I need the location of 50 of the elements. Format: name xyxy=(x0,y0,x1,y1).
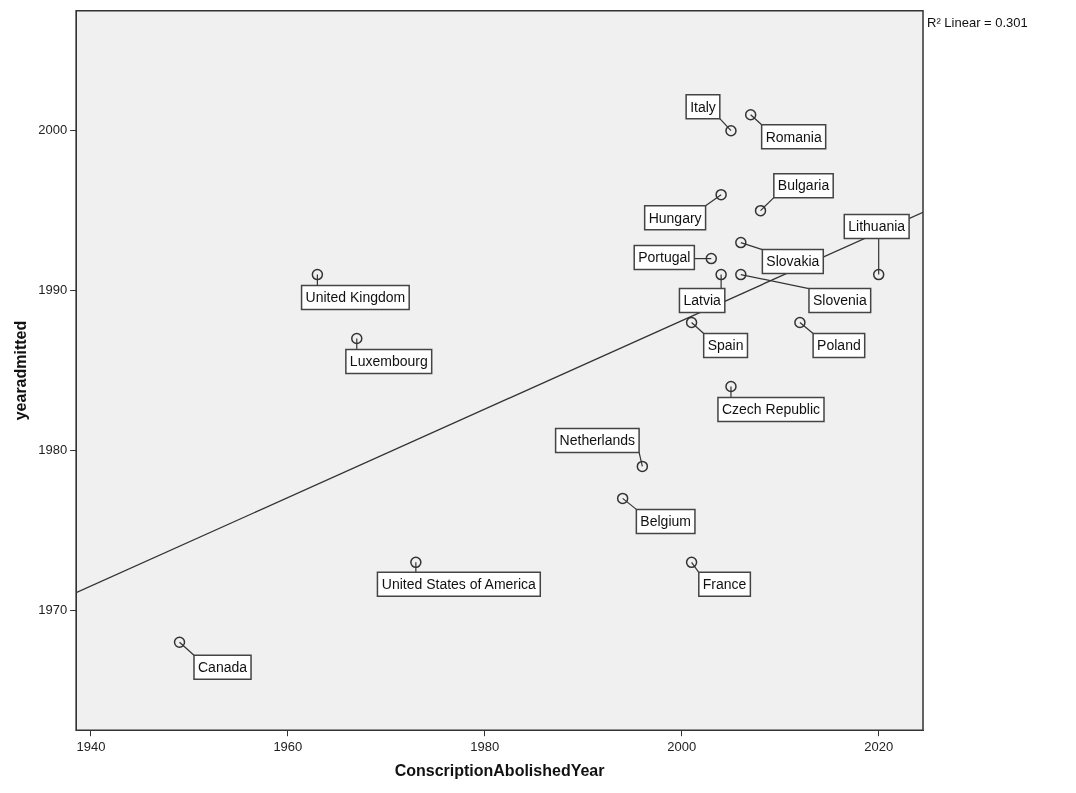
y-axis-title: yearadmitted xyxy=(12,320,30,421)
point xyxy=(744,108,757,121)
point xyxy=(872,268,885,281)
y-tick-label: 1980 xyxy=(38,442,68,458)
annotation: Netherlands xyxy=(559,432,636,449)
point xyxy=(735,236,747,249)
y-tick-label: 1970 xyxy=(38,601,68,617)
annotation: Portugal xyxy=(638,249,691,266)
point xyxy=(616,492,629,505)
x-tick-label: 1940 xyxy=(76,738,106,754)
x-tick-label: 2000 xyxy=(667,738,697,754)
point xyxy=(735,268,747,281)
annotation: Romania xyxy=(765,128,822,145)
annotation: Hungary xyxy=(648,209,702,226)
y-tick-label: 1990 xyxy=(38,282,68,298)
annotation: France xyxy=(702,576,747,593)
annotation: Italy xyxy=(690,98,716,115)
annotation: Slovenia xyxy=(812,292,867,309)
point xyxy=(794,316,806,329)
x-tick-label: 1960 xyxy=(273,738,303,754)
annotation: United States of America xyxy=(381,576,537,593)
annotation: Czech Republic xyxy=(721,401,821,418)
point xyxy=(725,124,737,137)
point xyxy=(311,268,324,281)
point xyxy=(410,556,422,569)
y-tick-label: 2000 xyxy=(38,122,68,138)
annotation: Lithuania xyxy=(848,218,906,235)
annotation: United Kingdom xyxy=(305,289,406,306)
point xyxy=(636,460,649,473)
annotation: Spain xyxy=(707,337,744,354)
annotation: Bulgaria xyxy=(777,177,830,194)
annotation: Poland xyxy=(817,337,861,354)
x-axis-title: ConscriptionAbolishedYear xyxy=(394,761,605,779)
point xyxy=(754,204,767,217)
point xyxy=(685,316,698,329)
x-tick-label: 2020 xyxy=(864,738,894,754)
point xyxy=(685,556,698,569)
annotation: Belgium xyxy=(640,513,691,530)
annotation: Slovakia xyxy=(766,253,820,270)
text: R² Linear = 0.301 xyxy=(927,14,1028,30)
point xyxy=(351,332,363,345)
annotation: Canada xyxy=(197,659,248,676)
point xyxy=(715,268,727,281)
point xyxy=(705,252,718,265)
point xyxy=(725,380,737,393)
annotation: Luxembourg xyxy=(349,353,428,370)
point xyxy=(173,636,186,649)
point xyxy=(715,188,727,201)
x-tick-label: 1980 xyxy=(470,738,500,754)
annotation: Latvia xyxy=(683,292,722,309)
